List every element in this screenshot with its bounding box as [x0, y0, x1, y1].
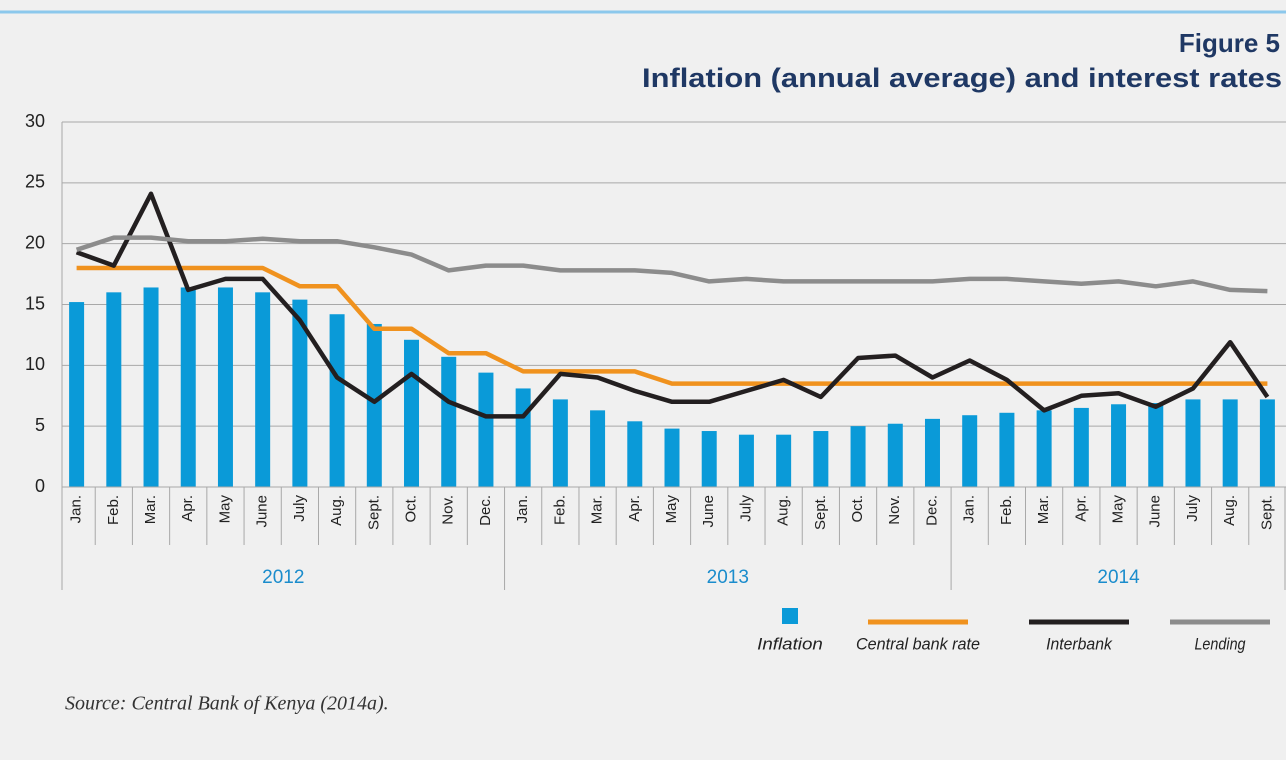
- y-tick-label: 10: [25, 354, 45, 374]
- x-tick-label: Mar.: [1035, 495, 1052, 524]
- bar: [887, 423, 903, 487]
- x-tick-label: Feb.: [105, 495, 122, 525]
- x-tick-label: Mar.: [589, 495, 606, 524]
- x-tick-label: Aug.: [1221, 495, 1238, 526]
- bar: [701, 431, 717, 487]
- bar: [924, 418, 940, 487]
- bar: [1111, 404, 1127, 487]
- bar: [850, 426, 866, 487]
- bar: [590, 410, 606, 487]
- x-tick-label: Oct.: [402, 495, 419, 523]
- bar: [962, 415, 978, 487]
- x-tick-label: Aug.: [328, 495, 345, 526]
- bar: [1185, 399, 1201, 487]
- bar: [255, 292, 271, 487]
- line: [75, 235, 1268, 294]
- x-tick-label: Jan.: [514, 495, 531, 523]
- group-label: 2014: [1097, 567, 1140, 588]
- bar: [1148, 403, 1164, 487]
- legend-swatch: [782, 608, 798, 624]
- y-tick-label: 15: [25, 293, 45, 313]
- x-tick-label: Apr.: [626, 495, 643, 522]
- figure-label: Figure 5: [1179, 28, 1280, 58]
- y-tick-label: 0: [35, 476, 45, 496]
- bar: [217, 287, 233, 487]
- bar: [329, 314, 345, 487]
- bar: [1073, 407, 1089, 487]
- x-tick-label: Apr.: [1072, 495, 1089, 522]
- x-tick-label: Sept.: [812, 495, 829, 530]
- y-tick-label: 20: [25, 232, 45, 252]
- bar: [1259, 399, 1275, 487]
- bar: [738, 434, 754, 487]
- x-tick-label: Feb.: [551, 495, 568, 525]
- x-tick-label: June: [1147, 495, 1164, 528]
- legend-label: Central bank rate: [856, 634, 980, 653]
- bar: [143, 287, 159, 487]
- bar: [1222, 399, 1238, 487]
- bar: [106, 292, 122, 487]
- x-tick-label: Sept.: [365, 495, 382, 530]
- x-tick-label: May: [663, 495, 680, 524]
- x-tick-label: Feb.: [998, 495, 1015, 525]
- x-tick-label: June: [700, 495, 717, 528]
- bar: [515, 388, 531, 487]
- chart-title: Inflation (annual average) and interest …: [642, 63, 1282, 93]
- bar: [627, 421, 643, 487]
- x-tick-label: July: [1184, 495, 1201, 522]
- bar: [404, 339, 420, 487]
- legend-label: Inflation: [757, 634, 823, 653]
- y-tick-label: 25: [25, 172, 45, 192]
- group-label: 2013: [707, 567, 749, 588]
- bar: [552, 399, 568, 487]
- x-tick-label: Mar.: [142, 495, 159, 524]
- line: [76, 265, 1268, 386]
- group-label: 2012: [262, 567, 304, 588]
- bar: [776, 434, 792, 487]
- bar: [292, 299, 308, 487]
- x-tick-label: July: [291, 495, 308, 522]
- x-tick-label: Dec.: [477, 495, 494, 526]
- bar: [1036, 410, 1052, 487]
- bar: [813, 431, 829, 487]
- x-tick-label: Oct.: [849, 495, 866, 523]
- x-tick-label: Dec.: [923, 495, 940, 526]
- x-tick-label: May: [1110, 495, 1127, 524]
- x-tick-label: Nov.: [440, 495, 457, 525]
- source-note: Source: Central Bank of Kenya (2014a).: [65, 693, 389, 715]
- bar: [478, 372, 494, 487]
- legend-label: Interbank: [1046, 634, 1113, 653]
- x-tick-label: Sept.: [1258, 495, 1275, 530]
- y-tick-label: 30: [25, 111, 45, 131]
- line: [75, 191, 1270, 419]
- x-tick-label: June: [254, 495, 271, 528]
- bar: [366, 323, 382, 487]
- y-tick-label: 5: [35, 415, 45, 435]
- bar: [999, 412, 1015, 487]
- x-tick-label: July: [737, 495, 754, 522]
- x-tick-label: Aug.: [775, 495, 792, 526]
- x-tick-label: May: [216, 495, 233, 524]
- bar: [69, 302, 85, 487]
- x-tick-label: Jan.: [68, 495, 85, 523]
- x-tick-label: Apr.: [179, 495, 196, 522]
- x-tick-label: Nov.: [886, 495, 903, 525]
- x-tick-label: Jan.: [961, 495, 978, 523]
- legend-label: Lending: [1194, 634, 1246, 653]
- bar: [180, 287, 196, 487]
- bar: [441, 356, 457, 487]
- bar: [664, 428, 680, 487]
